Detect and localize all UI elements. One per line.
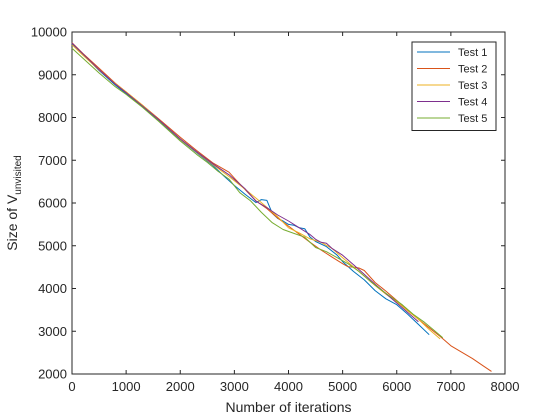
x-tick-label: 1000 xyxy=(112,379,141,394)
x-tick-label: 2000 xyxy=(166,379,195,394)
y-tick-label: 8000 xyxy=(38,110,67,125)
x-tick-label: 3000 xyxy=(220,379,249,394)
series-line-test-2 xyxy=(71,42,492,372)
x-tick-label: 8000 xyxy=(491,379,520,394)
x-axis-title: Number of iterations xyxy=(225,399,351,415)
legend-label-test-3: Test 3 xyxy=(458,80,487,92)
legend-label-test-4: Test 4 xyxy=(458,97,487,109)
tick-layer: 0 1000 2000 3000 4000 5000 6000 7000 8000 2000 300… xyxy=(31,25,520,395)
x-tick-label: 5000 xyxy=(328,379,357,394)
series-line-test-5 xyxy=(71,47,444,339)
x-tick-label: 0 xyxy=(68,379,75,394)
x-tick-label: 7000 xyxy=(436,379,465,394)
y-tick-label: 5000 xyxy=(38,238,67,253)
y-tick-label: 10000 xyxy=(31,25,67,40)
y-tick-label: 9000 xyxy=(38,67,67,82)
y-tick-label: 3000 xyxy=(38,324,67,339)
y-tick-label: 6000 xyxy=(38,196,67,211)
legend-label-test-1: Test 1 xyxy=(458,47,487,59)
legend-label-test-2: Test 2 xyxy=(458,64,487,76)
series-line-test-4 xyxy=(71,42,419,323)
y-tick-label: 2000 xyxy=(38,367,67,382)
y-tick-label: 7000 xyxy=(38,153,67,168)
series-layer xyxy=(71,42,492,372)
legend: Test 1 Test 2 Test 3 Test 4 Test 5 xyxy=(411,41,497,131)
y-axis-title-main: Size of V xyxy=(4,194,20,251)
legend-label-test-5: Test 5 xyxy=(458,113,487,125)
y-axis-title-subscript: unvisited xyxy=(13,155,24,194)
legend-box xyxy=(411,41,497,131)
x-tick-label: 6000 xyxy=(382,379,411,394)
y-axis-title: Size of Vunvisited xyxy=(4,155,24,251)
x-tick-label: 4000 xyxy=(274,379,303,394)
y-tick-label: 4000 xyxy=(38,281,67,296)
